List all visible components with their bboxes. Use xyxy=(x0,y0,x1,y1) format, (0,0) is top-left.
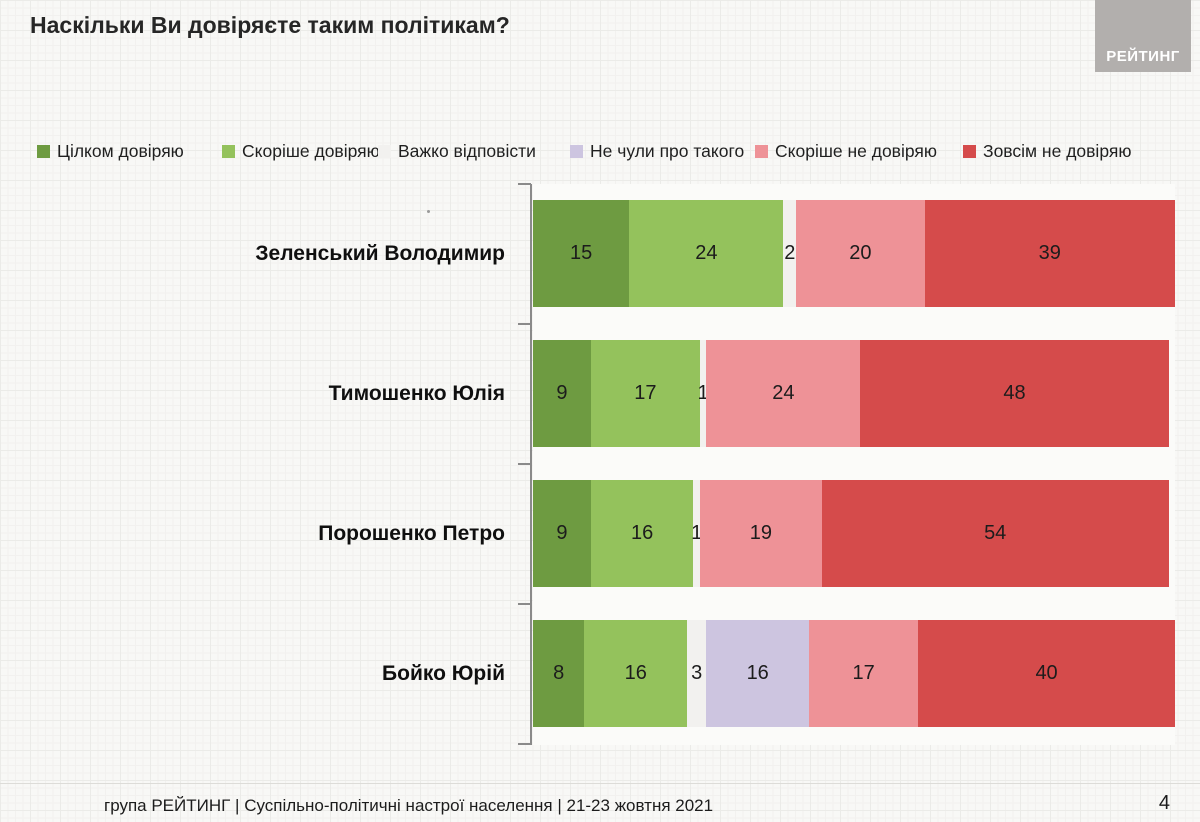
legend-swatch-icon xyxy=(222,145,235,158)
legend-swatch-icon xyxy=(378,145,391,158)
segment-value: 24 xyxy=(695,242,718,264)
category-label: Зеленський Володимир xyxy=(255,242,505,265)
legend-item: Важко відповісти xyxy=(378,141,536,162)
segment-value: 8 xyxy=(553,662,565,684)
page-title: Наскільки Ви довіряєте таким політикам? xyxy=(30,12,510,38)
segment-value: 39 xyxy=(1038,242,1061,264)
segment-value: 9 xyxy=(556,382,568,404)
rating-logo-label: РЕЙТИНГ xyxy=(1106,48,1180,65)
segment-value: 16 xyxy=(624,662,647,684)
bar-segment: 48 xyxy=(860,340,1169,447)
bar-segment: 2 xyxy=(783,200,797,307)
category-axis-line xyxy=(530,184,532,745)
rating-logo: РЕЙТИНГ xyxy=(1095,0,1191,72)
chart-rows: Зеленський Володимир 15 24 2 20 39 Тимошенко Ю… xyxy=(0,184,1200,744)
segment-value: 17 xyxy=(634,382,657,404)
legend-item: Не чули про такого xyxy=(570,141,744,162)
bar-segment: 1 xyxy=(691,480,703,587)
chart-row: Бойко Юрій 8 16 3 16 17 40 xyxy=(0,604,1200,744)
axis-tick xyxy=(518,463,531,465)
legend-label: Цілком довіряю xyxy=(57,141,184,161)
segment-value: 16 xyxy=(631,522,654,544)
segment-value: 20 xyxy=(849,242,872,264)
bar-segment: 24 xyxy=(629,200,784,307)
axis-tick xyxy=(518,183,531,185)
bar-segment: 19 xyxy=(699,480,822,587)
bar-segment: 39 xyxy=(924,200,1175,307)
legend-swatch-icon xyxy=(570,145,583,158)
page-number: 4 xyxy=(1158,792,1170,814)
bar-segment: 16 xyxy=(590,480,694,587)
segment-value: 19 xyxy=(749,522,772,544)
bar-segment: 9 xyxy=(533,480,591,587)
bar-segment: 24 xyxy=(706,340,861,447)
segment-value: 3 xyxy=(691,662,703,684)
segment-value: 2 xyxy=(784,242,796,264)
bar-segment: 16 xyxy=(584,620,688,727)
segment-value: 17 xyxy=(852,662,875,684)
segment-value: 1 xyxy=(691,522,703,544)
legend-label: Скоріше довіряю xyxy=(242,141,380,161)
stacked-bar: 15 24 2 20 39 xyxy=(533,200,1175,307)
legend-swatch-icon xyxy=(37,145,50,158)
axis-tick xyxy=(518,743,531,745)
chart-row: Порошенко Петро 9 16 1 19 54 xyxy=(0,464,1200,604)
segment-value: 1 xyxy=(697,382,709,404)
segment-value: 16 xyxy=(746,662,769,684)
chart-row: Тимошенко Юлія 9 17 1 24 48 xyxy=(0,324,1200,464)
axis-tick xyxy=(518,323,531,325)
legend-item: Скоріше не довіряю xyxy=(755,141,937,162)
segment-value: 54 xyxy=(984,522,1007,544)
stacked-bar: 9 17 1 24 48 xyxy=(533,340,1175,447)
bar-segment: 40 xyxy=(918,620,1175,727)
bar-segment: 1 xyxy=(697,340,709,447)
legend-item: Зовсім не довіряю xyxy=(963,141,1131,162)
segment-value: 48 xyxy=(1003,382,1026,404)
bar-segment: 15 xyxy=(533,200,630,307)
bar-segment: 17 xyxy=(590,340,700,447)
footer-source-text: група РЕЙТИНГ | Суспільно-політичні наст… xyxy=(104,796,714,815)
segment-value: 24 xyxy=(772,382,795,404)
stacked-bar: 9 16 1 19 54 xyxy=(533,480,1175,587)
legend-label: Не чули про такого xyxy=(590,141,745,161)
bar-segment: 8 xyxy=(533,620,585,727)
segment-value: 15 xyxy=(570,242,593,264)
stacked-bar: 8 16 3 16 17 40 xyxy=(533,620,1175,727)
legend-item: Скоріше довіряю xyxy=(222,141,380,162)
category-label: Тимошенко Юлія xyxy=(328,382,505,405)
bar-segment: 3 xyxy=(687,620,707,727)
bar-segment: 54 xyxy=(821,480,1169,587)
segment-value: 40 xyxy=(1035,662,1058,684)
legend-item: Цілком довіряю xyxy=(37,141,184,162)
chart-legend: Цілком довіряю Скоріше довіряю Важко відпо… xyxy=(0,141,1200,163)
chart-row: Зеленський Володимир 15 24 2 20 39 xyxy=(0,184,1200,324)
category-label: Бойко Юрій xyxy=(382,662,505,685)
category-label: Порошенко Петро xyxy=(318,522,505,545)
bar-segment: 20 xyxy=(796,200,925,307)
axis-tick xyxy=(518,603,531,605)
segment-value: 9 xyxy=(556,522,568,544)
bar-segment: 9 xyxy=(533,340,591,447)
footer-divider xyxy=(0,783,1200,784)
legend-label: Важко відповісти xyxy=(398,141,536,161)
legend-swatch-icon xyxy=(963,145,976,158)
bar-segment: 16 xyxy=(706,620,810,727)
legend-label: Зовсім не довіряю xyxy=(983,141,1132,161)
bar-segment: 17 xyxy=(809,620,919,727)
legend-swatch-icon xyxy=(755,145,768,158)
legend-label: Скоріше не довіряю xyxy=(775,141,938,161)
stray-mark xyxy=(427,210,430,213)
